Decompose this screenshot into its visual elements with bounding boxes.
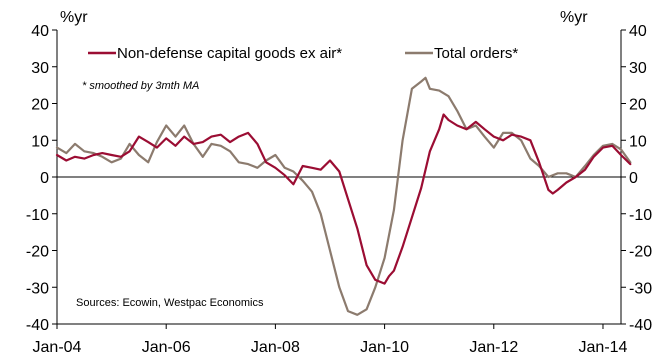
left-y-tick-label: 0	[40, 170, 49, 187]
smoothing-note: * smoothed by 3mth MA	[82, 80, 199, 92]
series-lines	[55, 76, 632, 316]
right-y-tick-label: 20	[629, 97, 647, 114]
x-tick-label: Jan-08	[251, 339, 300, 356]
x-tick-label: Jan-14	[579, 339, 628, 356]
left-y-tick-label: -10	[26, 207, 49, 224]
right-y-tick-label: -10	[629, 207, 652, 224]
source-note: Sources: Ecowin, Westpac Economics	[76, 297, 264, 309]
left-y-tick-label: -30	[26, 280, 49, 297]
right-y-tick-label: 0	[629, 170, 638, 187]
left-y-tick-label: 30	[31, 60, 49, 77]
right-y-tick-label: 40	[629, 23, 647, 40]
x-tick-label: Jan-12	[469, 339, 518, 356]
legend-label-total-orders: Total orders*	[434, 45, 518, 62]
series-line-non-defense-capital-goods	[55, 113, 632, 285]
left-y-tick-label: -20	[26, 244, 49, 261]
right-y-tick-label: -40	[629, 317, 652, 334]
left-y-tick-label: -40	[26, 317, 49, 334]
right-y-tick-label: -30	[629, 280, 652, 297]
legend: Non-defense capital goods ex air* Total …	[88, 45, 518, 62]
right-unit-label: %yr	[560, 9, 588, 26]
right-y-axis: -40 -30 -20 -10 0 10 20 30 40	[621, 23, 652, 334]
x-tick-label: Jan-06	[142, 339, 191, 356]
x-tick-label: Jan-10	[360, 339, 409, 356]
right-y-tick-label: 30	[629, 60, 647, 77]
right-y-tick-label: -20	[629, 244, 652, 261]
right-y-tick-label: 10	[629, 133, 647, 150]
left-unit-label: %yr	[60, 9, 88, 26]
left-y-tick-label: 20	[31, 97, 49, 114]
left-y-tick-label: 10	[31, 133, 49, 150]
x-axis: Jan-04 Jan-06 Jan-08 Jan-10 Jan-12 Jan-14	[33, 324, 628, 356]
left-y-axis: -40 -30 -20 -10 0 10 20 30 40	[26, 23, 57, 334]
left-y-tick-label: 40	[31, 23, 49, 40]
legend-label-non-defense: Non-defense capital goods ex air*	[117, 45, 342, 62]
series-line-total-orders	[55, 76, 632, 316]
x-tick-label: Jan-04	[33, 339, 82, 356]
